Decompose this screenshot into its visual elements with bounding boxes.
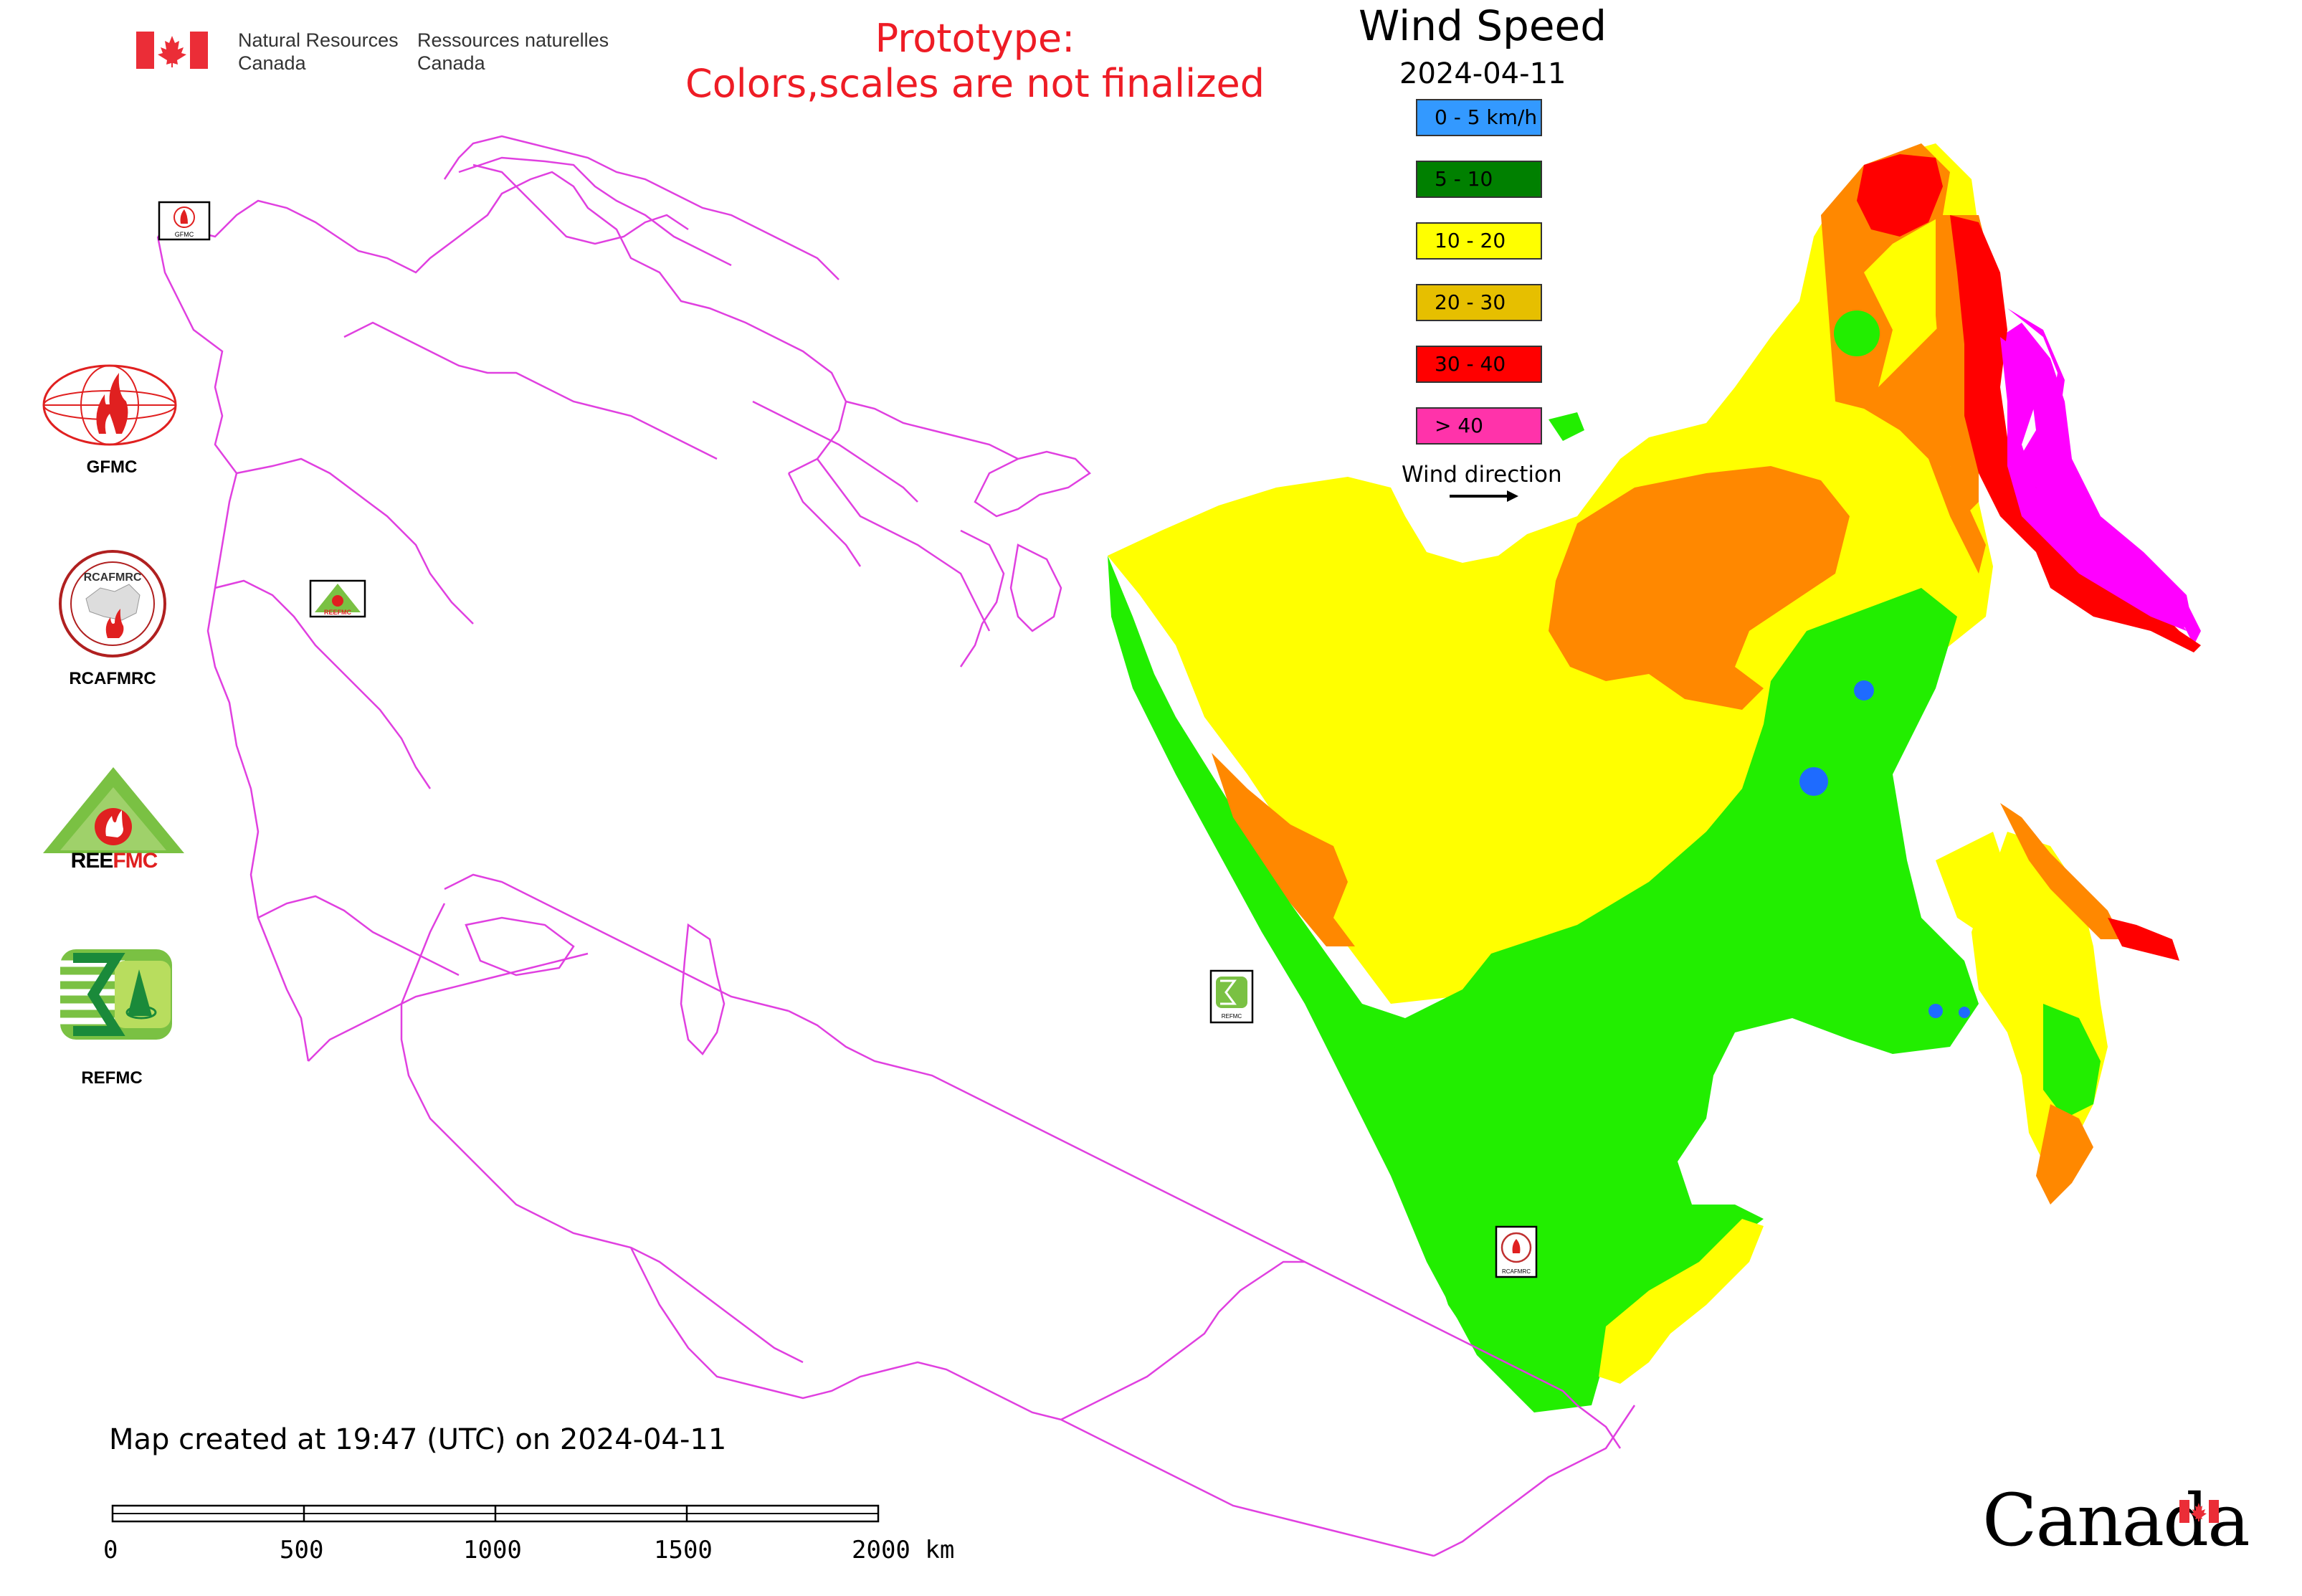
zone-yellow-east-peninsula	[1972, 832, 2108, 1162]
zone-magenta-inner	[2000, 337, 2187, 631]
scale-label: 2000 km	[852, 1536, 955, 1564]
rcafmrc-label: RCAFMRC	[69, 669, 156, 688]
map-title: Wind Speed	[1359, 1, 1607, 50]
gfmc-logo-icon	[42, 364, 177, 446]
legend-item: 10 - 20	[1416, 222, 1542, 260]
legend-item: > 40	[1416, 407, 1542, 445]
scale-label: 1000	[463, 1536, 522, 1564]
reefmc-logo-icon: REEFMC	[43, 767, 184, 872]
svg-text:REFMC: REFMC	[1222, 1013, 1242, 1020]
legend-item: 0 - 5 km/h	[1416, 99, 1542, 136]
boundary-line	[343, 321, 718, 460]
map-marker-gfmc[interactable]: GFMC	[158, 201, 211, 241]
boundary-line	[465, 916, 575, 977]
wind-field-layer	[1108, 143, 2201, 1412]
refmc-logo-icon	[60, 949, 172, 1040]
boundary-line	[400, 903, 804, 1364]
map-date: 2024-04-11	[1399, 57, 1566, 90]
boundary-line	[214, 579, 432, 789]
zone-green-north-spot	[1834, 310, 1880, 356]
boundary-line	[458, 156, 732, 267]
agency-name-fr: Ressources naturelles Canada	[417, 29, 609, 74]
zone-green-east-peninsula	[2043, 1004, 2101, 1118]
boundary-line	[817, 458, 991, 632]
zone-red-north	[1857, 154, 1943, 237]
canada-wordmark-flag-icon	[2179, 1500, 2219, 1523]
boundary-line	[788, 1010, 1191, 1206]
zone-blue-spot	[1799, 767, 1828, 796]
scale-label: 1500	[654, 1536, 713, 1564]
boundary-line	[752, 400, 918, 503]
prototype-line1: Prototype:	[875, 16, 1075, 61]
boundary-line	[1433, 1405, 1636, 1557]
boundary-line	[680, 923, 726, 1055]
scale-label: 500	[280, 1536, 324, 1564]
map-created-text: Map created at 19:47 (UTC) on 2024-04-11	[109, 1423, 727, 1456]
boundary-line	[308, 952, 589, 1062]
zone-orange-peninsula-tip	[2036, 1104, 2093, 1205]
legend-item: 30 - 40	[1416, 346, 1542, 383]
boundary-line	[787, 472, 862, 567]
svg-text:REEFMC: REEFMC	[324, 609, 352, 616]
boundary-line	[1060, 1260, 1305, 1421]
zone-orange-ne	[1821, 143, 1986, 574]
boundary-line	[845, 400, 1019, 460]
boundary-line	[236, 457, 474, 624]
boundary-line	[443, 135, 840, 280]
zone-blue-spot	[1928, 1004, 1943, 1018]
svg-text:REEFMC: REEFMC	[71, 849, 158, 872]
boundary-line	[157, 171, 847, 475]
map-marker-reefmc[interactable]: REEFMC	[309, 579, 366, 618]
canada-wordmark: Canada	[1982, 1478, 2250, 1562]
boundary-line	[959, 529, 1005, 668]
boundary-layer	[156, 135, 1636, 1557]
boundary-line	[444, 873, 789, 1012]
rcafmrc-logo-icon: RCAFMRC	[59, 550, 166, 657]
legend-item: 20 - 30	[1416, 284, 1542, 321]
svg-text:GFMC: GFMC	[175, 231, 194, 238]
refmc-label: REFMC	[81, 1068, 143, 1088]
boundary-line	[1009, 543, 1062, 632]
canada-flag-icon	[136, 32, 208, 72]
scale-bar	[111, 1504, 880, 1523]
zone-orange-east-arc	[2000, 803, 2122, 939]
zone-blue-spot	[1854, 680, 1874, 700]
legend-item: 5 - 10	[1416, 161, 1542, 198]
zone-blue-spot	[1959, 1007, 1970, 1018]
zone-green-islet	[1549, 412, 1584, 441]
scale-label: 0	[103, 1536, 118, 1564]
boundary-line	[629, 1247, 1062, 1421]
zone-orange-central	[1549, 466, 1850, 710]
boundary-line	[1189, 1203, 1622, 1449]
boundary-line	[1060, 1418, 1435, 1557]
boundary-line	[156, 236, 310, 1062]
gfmc-label: GFMC	[86, 457, 138, 477]
map-marker-refmc[interactable]: REFMC	[1209, 969, 1254, 1024]
zone-magenta-main	[2000, 323, 2194, 631]
boundary-line	[257, 895, 460, 977]
agency-name-en: Natural Resources Canada	[238, 29, 399, 74]
map-marker-rcafmrc[interactable]: RCAFMRC	[1495, 1225, 1538, 1278]
wind-direction-arrow-icon	[1450, 490, 1518, 502]
svg-text:RCAFMRC: RCAFMRC	[1502, 1268, 1531, 1275]
boundary-line	[974, 450, 1091, 518]
prototype-line2: Colors,scales are not finalized	[685, 61, 1265, 106]
zone-yellow-south	[1599, 1219, 1764, 1384]
zone-green-sw	[1108, 556, 1577, 1412]
boundary-line	[472, 163, 689, 245]
svg-text:RCAFMRC: RCAFMRC	[84, 571, 142, 584]
prototype-notice: Prototype: Colors,scales are not finaliz…	[652, 16, 1298, 106]
wind-direction-label: Wind direction	[1402, 462, 1562, 488]
zone-red-east-tip	[2108, 918, 2179, 961]
zone-orange-west	[1212, 753, 1355, 946]
